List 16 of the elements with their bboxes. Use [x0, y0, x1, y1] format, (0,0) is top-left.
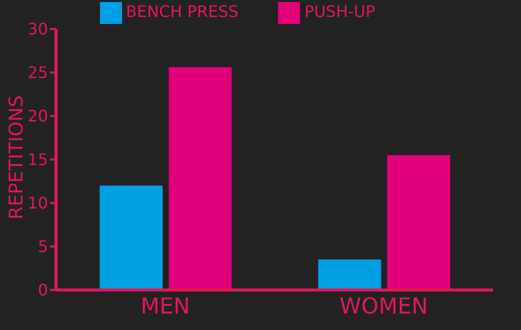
bar: [100, 186, 163, 290]
legend-label: PUSH-UP: [304, 2, 376, 22]
y-tick-label: 25: [28, 63, 48, 82]
y-tick-label: 30: [28, 20, 48, 39]
y-tick-label: 15: [28, 150, 48, 170]
y-tick-label: 20: [28, 106, 48, 126]
y-axis-title: REPETITIONS: [6, 95, 28, 220]
legend-label: BENCH PRESS: [126, 2, 238, 22]
y-tick-label: 0: [38, 280, 48, 300]
bar: [387, 155, 450, 290]
bar: [318, 260, 382, 290]
y-tick-label: 5: [38, 237, 48, 256]
x-tick-label: WOMEN: [340, 294, 428, 320]
y-tick-label: 10: [28, 194, 48, 213]
bar: [168, 67, 232, 290]
x-tick-label: MEN: [140, 294, 190, 320]
